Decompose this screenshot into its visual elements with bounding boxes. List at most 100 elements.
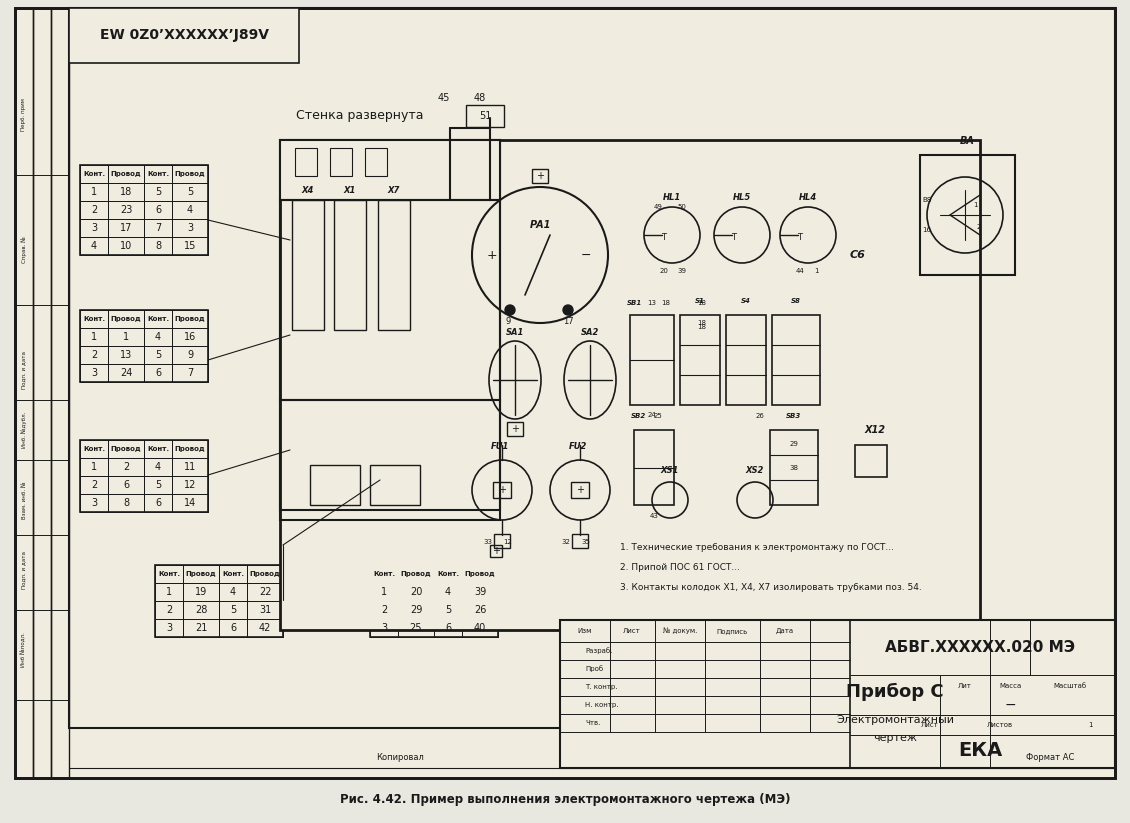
Text: Разраб.: Разраб. [585, 648, 612, 654]
Text: 35: 35 [582, 539, 591, 545]
Bar [172, 476, 208, 494]
Text: 1: 1 [90, 462, 97, 472]
Text: 24: 24 [120, 368, 132, 378]
Text: 42: 42 [259, 623, 271, 633]
Text: 22: 22 [259, 587, 271, 597]
Bar [155, 583, 183, 601]
Text: 7: 7 [186, 368, 193, 378]
Bar [183, 583, 219, 601]
Bar [560, 620, 1115, 768]
Bar [80, 310, 108, 328]
Text: 2: 2 [166, 605, 172, 615]
Bar [155, 565, 282, 637]
Bar [295, 148, 318, 176]
Bar [155, 565, 183, 583]
Text: X7: X7 [388, 185, 400, 194]
Bar [292, 200, 324, 330]
Text: 5: 5 [445, 605, 451, 615]
Text: 26: 26 [756, 413, 764, 419]
Text: 6: 6 [445, 623, 451, 633]
Text: Листов: Листов [986, 722, 1014, 728]
Text: 16: 16 [922, 227, 931, 233]
Bar [434, 619, 462, 637]
Text: Конт.: Конт. [82, 316, 105, 322]
Text: Справ. №: Справ. № [21, 236, 27, 263]
Text: 17: 17 [120, 223, 132, 233]
Text: Провод: Провод [250, 571, 280, 577]
Text: 13: 13 [647, 300, 657, 306]
Text: FU2: FU2 [568, 441, 588, 450]
Text: 2: 2 [381, 605, 388, 615]
Bar [108, 237, 144, 255]
Bar [434, 601, 462, 619]
Text: Прибор С: Прибор С [846, 683, 944, 701]
Bar [80, 165, 208, 255]
Bar [370, 565, 398, 583]
Bar [172, 310, 208, 328]
Bar [183, 601, 219, 619]
Bar [172, 183, 208, 201]
Bar [108, 201, 144, 219]
Bar [172, 494, 208, 512]
Text: 7: 7 [155, 223, 162, 233]
Text: Конт.: Конт. [147, 316, 170, 322]
Text: Конт.: Конт. [221, 571, 244, 577]
Bar [219, 619, 247, 637]
Bar [370, 601, 398, 619]
Text: 40: 40 [473, 623, 486, 633]
Text: Провод: Провод [464, 571, 495, 577]
Text: Провод: Провод [111, 446, 141, 452]
Bar [219, 565, 247, 583]
Text: 20: 20 [660, 268, 669, 274]
Bar [280, 200, 499, 400]
Text: Провод: Провод [175, 171, 206, 177]
Bar [398, 601, 434, 619]
Bar [370, 465, 420, 505]
Text: Провод: Провод [175, 446, 206, 452]
Text: Провод: Провод [175, 316, 206, 322]
Text: Лист: Лист [921, 722, 939, 728]
Text: Провод: Провод [401, 571, 432, 577]
Bar [80, 165, 108, 183]
Text: X12: X12 [864, 425, 886, 435]
Bar [434, 565, 462, 583]
Text: № докум.: № докум. [663, 628, 697, 635]
Text: 39: 39 [678, 268, 687, 274]
Text: Лит: Лит [958, 683, 972, 689]
Text: Проб: Проб [585, 666, 603, 672]
Text: +: + [487, 249, 497, 262]
Bar [634, 430, 673, 505]
Text: S1: S1 [695, 298, 705, 304]
Text: 1. Технические требования к электромонтажу по ГОСТ...: 1. Технические требования к электромонта… [620, 543, 894, 552]
Text: 4: 4 [155, 332, 162, 342]
Text: 2: 2 [123, 462, 129, 472]
Text: 4: 4 [229, 587, 236, 597]
Text: 21: 21 [194, 623, 207, 633]
Text: 2: 2 [90, 205, 97, 215]
Text: 18: 18 [697, 324, 706, 330]
Text: 13: 13 [120, 350, 132, 360]
Text: Подп. и дата: Подп. и дата [21, 551, 26, 589]
Text: 12: 12 [184, 480, 197, 490]
Bar [80, 346, 108, 364]
Text: 4: 4 [90, 241, 97, 251]
Bar [466, 105, 504, 127]
Bar [280, 140, 499, 200]
Bar [108, 183, 144, 201]
Text: +: + [576, 485, 584, 495]
Text: −: − [1005, 698, 1016, 712]
Text: 4: 4 [155, 462, 162, 472]
Bar [183, 619, 219, 637]
Bar [725, 315, 766, 405]
Text: 1: 1 [381, 587, 388, 597]
Text: X1: X1 [344, 185, 356, 194]
Bar [80, 476, 108, 494]
Bar [532, 169, 548, 183]
Bar [370, 583, 398, 601]
Text: 38: 38 [790, 465, 799, 471]
Bar [398, 583, 434, 601]
Text: Перб. прим: Перб. прим [21, 99, 26, 132]
Text: 1: 1 [90, 332, 97, 342]
Circle shape [505, 305, 515, 315]
Text: 18: 18 [697, 320, 706, 326]
